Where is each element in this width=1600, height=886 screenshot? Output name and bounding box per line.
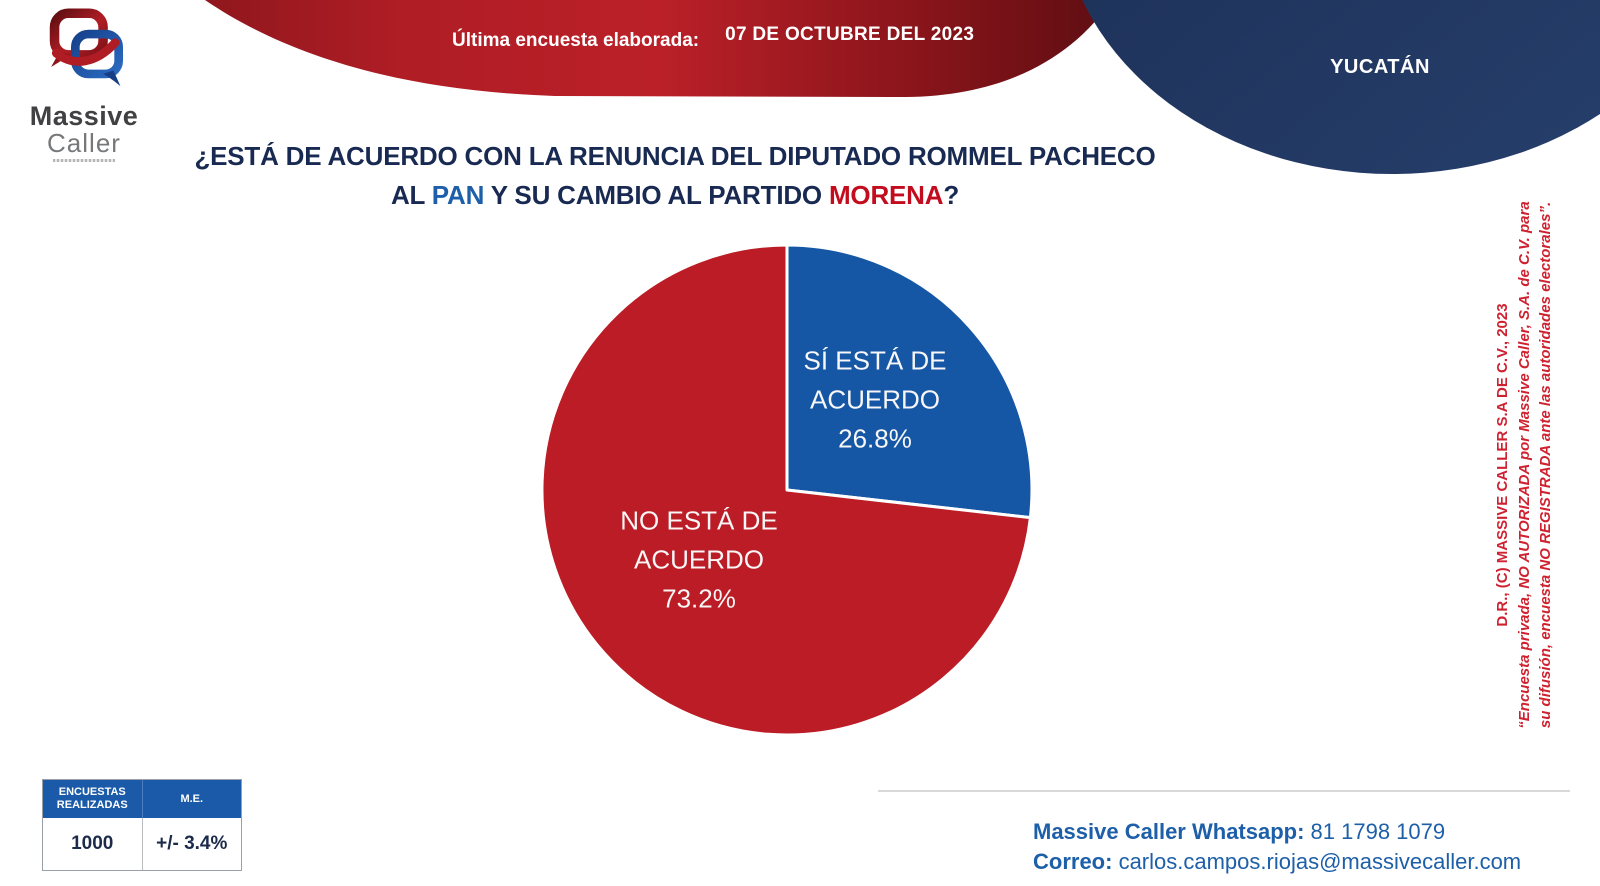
email-label: Correo: bbox=[1033, 849, 1113, 874]
banner-text: Última encuesta elaborada: 07 DE OCTUBRE… bbox=[452, 24, 974, 52]
banner-date: 07 DE OCTUBRE DEL 2023 bbox=[725, 24, 975, 45]
pie-slice-no bbox=[540, 243, 1032, 737]
stats-table-header-row: ENCUESTAS REALIZADAS M.E. bbox=[43, 780, 241, 818]
pan-highlight: PAN bbox=[431, 180, 485, 210]
stats-table: ENCUESTAS REALIZADAS M.E. 1000 +/- 3.4% bbox=[42, 779, 242, 871]
header-encuestas-realizadas: ENCUESTAS REALIZADAS bbox=[56, 786, 128, 811]
value-margin-error: +/- 3.4% bbox=[141, 818, 242, 870]
pie-label-yes: SÍ ESTÁ DE ACUERDO 26.8% bbox=[803, 342, 946, 459]
morena-highlight: MORENA bbox=[828, 180, 944, 210]
logo-wordmark-caller: Caller bbox=[47, 128, 121, 158]
banner-label: Última encuesta elaborada: bbox=[452, 30, 700, 51]
footer-divider bbox=[878, 790, 1570, 792]
pie-value-no: 73.2% bbox=[662, 583, 736, 614]
page-title: ¿ESTÁ DE ACUERDO CON LA RENUNCIA DEL DIP… bbox=[100, 137, 1250, 215]
pie-slice-yes bbox=[785, 243, 1034, 520]
value-encuestas: 1000 bbox=[71, 833, 114, 854]
whatsapp-label: Massive Caller Whatsapp: bbox=[1033, 819, 1305, 844]
header-me: M.E. bbox=[141, 780, 242, 818]
disclaimer-line-2: “Encuesta privada, NO AUTORIZADA por Mas… bbox=[1515, 201, 1533, 729]
title-line-2: AL PAN Y SU CAMBIO AL PARTIDO MORENA? bbox=[390, 180, 960, 210]
whatsapp-value: 81 1798 1079 bbox=[1304, 819, 1446, 844]
chat-bubbles-icon bbox=[49, 8, 123, 87]
navy-corner-shape bbox=[1082, 0, 1600, 174]
title-line-1: ¿ESTÁ DE ACUERDO CON LA RENUNCIA DEL DIP… bbox=[194, 141, 1156, 171]
logo-tagline bbox=[53, 159, 115, 162]
stats-table-value-row: 1000 +/- 3.4% bbox=[43, 818, 241, 870]
email-value: carlos.campos.riojas@massivecaller.com bbox=[1112, 849, 1522, 874]
contact-block: Massive Caller Whatsapp: 81 1798 1079 Co… bbox=[1033, 817, 1521, 877]
pie-label-no: NO ESTÁ DE ACUERDO 73.2% bbox=[620, 502, 777, 619]
vertical-disclaimer: D.R., (C) MASSIVE CALLER S.A DE C.V., 20… bbox=[1492, 140, 1560, 790]
logo-wordmark-massive: Massive bbox=[29, 101, 139, 131]
header-decoration bbox=[205, 0, 1600, 174]
pie-chart: SÍ ESTÁ DE ACUERDO 26.8% NO ESTÁ DE ACUE… bbox=[537, 240, 1037, 740]
disclaimer-line-3: su difusión, encuesta NO REGISTRADA ante… bbox=[1537, 201, 1554, 729]
massive-caller-logo: Massive Caller bbox=[22, 6, 146, 162]
contact-email: Correo: carlos.campos.riojas@massivecall… bbox=[1033, 847, 1521, 877]
red-banner-shape bbox=[205, 0, 1112, 97]
contact-whatsapp: Massive Caller Whatsapp: 81 1798 1079 bbox=[1033, 817, 1521, 847]
state-label: YUCATÁN bbox=[1330, 56, 1430, 78]
disclaimer-copyright: D.R., (C) MASSIVE CALLER S.A DE C.V., 20… bbox=[1494, 303, 1511, 627]
pie-value-yes: 26.8% bbox=[838, 423, 912, 454]
